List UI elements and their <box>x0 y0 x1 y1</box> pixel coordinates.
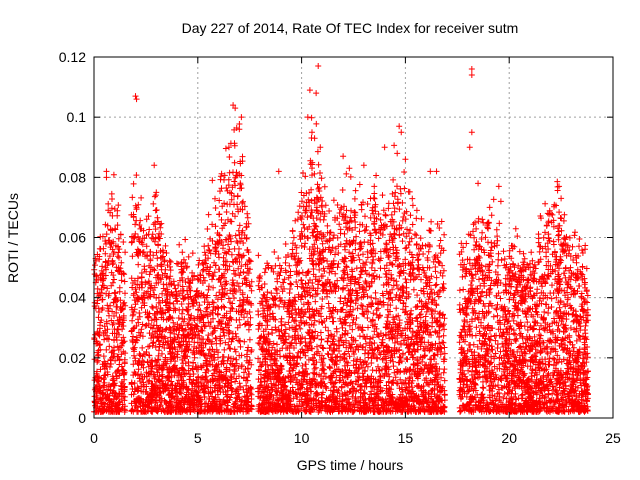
scatter-point-outlier <box>313 90 320 97</box>
scatter-point-outlier <box>558 195 565 202</box>
scatter-point-outlier <box>151 162 158 169</box>
scatter-point-cloud <box>91 114 591 415</box>
scatter-point-outlier <box>306 87 313 94</box>
scatter-point-outlier <box>398 129 405 136</box>
scatter-point-outlier <box>209 177 216 184</box>
scatter-point-outlier <box>236 126 243 133</box>
x-tick-label: 15 <box>398 430 414 446</box>
scatter-point-outlier <box>371 183 378 190</box>
scatter-point-outlier <box>153 189 160 196</box>
scatter-point-outlier <box>103 168 110 175</box>
scatter-point-outlier <box>317 144 324 151</box>
scatter-point-outlier <box>396 123 403 130</box>
scatter-point-outlier <box>340 153 347 160</box>
scatter-point-outlier <box>238 114 245 121</box>
data-points <box>91 63 591 415</box>
x-axis-label: GPS time / hours <box>297 457 404 473</box>
y-tick-label: 0.12 <box>59 49 86 65</box>
y-axis-label: ROTI / TECUs <box>5 193 21 283</box>
scatter-point-outlier <box>381 144 388 151</box>
scatter-point-outlier <box>497 198 504 205</box>
x-tick-label: 20 <box>501 430 517 446</box>
scatter-point-outlier <box>275 168 282 175</box>
scatter-point-outlier <box>308 129 315 136</box>
scatter-point-outlier <box>315 63 322 70</box>
y-tick-label: 0.04 <box>59 290 86 306</box>
y-tick-label: 0 <box>78 410 86 426</box>
scatter-point-outlier <box>402 156 409 163</box>
scatter-point-outlier <box>132 93 139 100</box>
scatter-point-outlier <box>433 168 440 175</box>
scatter-point-outlier <box>304 114 311 121</box>
y-tick-label: 0.08 <box>59 169 86 185</box>
scatter-point-outlier <box>225 144 232 151</box>
y-tick-label: 0.1 <box>67 109 87 125</box>
x-tick-label: 0 <box>90 430 98 446</box>
scatter-point-outlier <box>468 129 475 136</box>
scatter-point-outlier <box>232 105 239 112</box>
scatter-point-outlier <box>427 168 434 175</box>
axis-ticks <box>93 56 614 419</box>
y-tick-label: 0.02 <box>59 350 86 366</box>
scatter-point-outlier <box>346 165 353 172</box>
scatter-point-outlier <box>468 72 475 79</box>
y-axis-tick-labels: 0 0.02 0.04 0.06 0.08 0.1 0.12 <box>59 49 86 426</box>
scatter-point-outlier <box>495 183 502 190</box>
scatter-point-outlier <box>230 102 237 109</box>
y-tick-label: 0.06 <box>59 230 86 246</box>
scatter-point-outlier <box>103 174 110 181</box>
scatter-point-outlier <box>360 162 367 169</box>
x-tick-label: 5 <box>194 430 202 446</box>
x-tick-label: 25 <box>605 430 621 446</box>
x-tick-label: 10 <box>294 430 310 446</box>
scatter-point-outlier <box>133 96 140 103</box>
chart-title: Day 227 of 2014, Rate Of TEC Index for r… <box>182 20 519 36</box>
scatter-point-outlier <box>556 183 563 190</box>
scatter-point-outlier <box>466 144 473 151</box>
x-axis-tick-labels: 0 5 10 15 20 25 <box>90 430 621 446</box>
scatter-point-outlier <box>468 66 475 73</box>
scatter-point-outlier <box>475 180 482 187</box>
